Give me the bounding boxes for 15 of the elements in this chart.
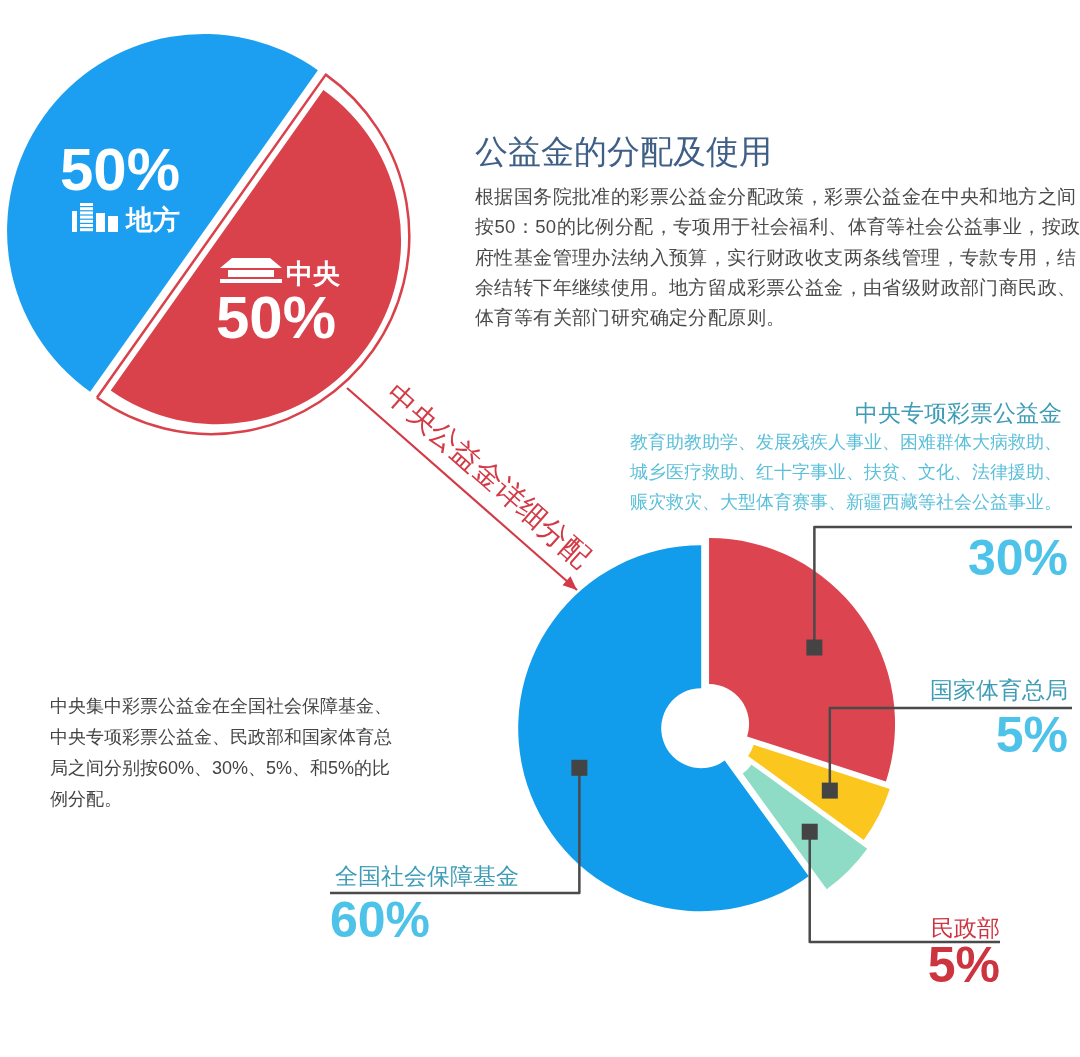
text: 教育助教助学、发展残疾人事业、困难群体大病救助、城乡医疗救助、红十字事业、扶贫、文化、法律援助、赈灾救灾、大型体育赛事、新疆西藏等社会公益事业。 [630, 431, 1063, 514]
data-label: 60% [330, 892, 431, 948]
data-label: 50% [60, 136, 181, 203]
slice-label: 中央 [286, 259, 340, 289]
text: 中央公益金详细分配 [379, 377, 598, 574]
data-label: 30% [967, 530, 1068, 586]
slice-label: 中央专项彩票公益金 [855, 400, 1062, 426]
slice-label: 国家体育总局 [930, 677, 1068, 703]
slice-label: 民政部 [931, 915, 1000, 941]
text: 公益金的分配及使用 [475, 133, 772, 170]
slice-label: 地方 [125, 205, 180, 235]
data-label: 5% [995, 707, 1068, 763]
slice-label: 全国社会保障基金 [335, 863, 519, 889]
text: 根据国务院批准的彩票公益金分配政策，彩票公益金在中央和地方之间按50：50的比例分配，专项用于社会福利、体育等社会公益事业，按政府性基金管理办法纳入预算，实行财政收支两条线管理，专款专用，结余结转下年继续使用。地方留成彩票公益金，由省级财政部门商民政、体育等有关部门研究确定分配原则。 [475, 185, 1080, 331]
text: 中央集中彩票公益金在全国社会保障基金、中央专项彩票公益金、民政部和国家体育总局之间分别按60%、30%、5%、和5%的比例分配。 [50, 695, 393, 811]
